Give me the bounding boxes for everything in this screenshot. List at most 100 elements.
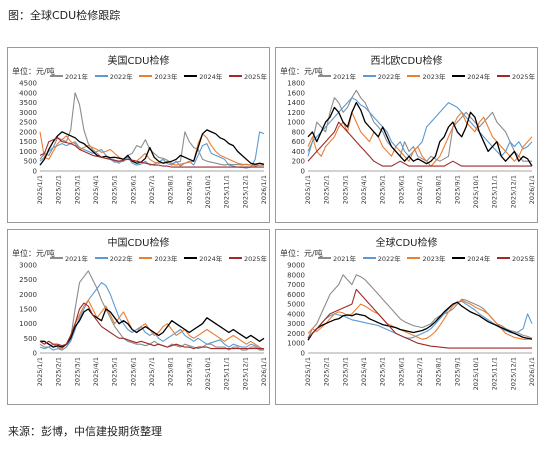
chart-svg: 0500100015002000250030003500400045002025…: [19, 80, 268, 209]
y-tick-label: 400: [292, 148, 305, 156]
x-tick-label: 2025/11/1: [223, 357, 231, 390]
x-tick-label: 2025/3/1: [341, 175, 349, 204]
y-tick-label: 3000: [19, 262, 37, 270]
legend-label: 2024年: [199, 73, 223, 81]
series-line: [307, 97, 533, 157]
x-tick-label: 2025/3/1: [73, 175, 81, 204]
x-tick-label: 2025/11/1: [491, 357, 499, 390]
y-tick-label: 4000: [287, 310, 305, 318]
chart-panel-us: 美国CDU检修 单位：元/吨 2021年 2022年 2023年 2024年 2025年…: [7, 47, 270, 223]
legend-label: 2022年: [109, 73, 133, 81]
legend-item: 2022年: [362, 253, 401, 263]
chart-legend: 2021年 2022年 2023年 2024年 2025年: [50, 71, 267, 81]
x-tick-label: 2025/1/1: [304, 357, 312, 386]
legend-label: 2021年: [333, 255, 357, 263]
y-tick-label: 500: [24, 335, 37, 343]
series-line: [307, 89, 532, 162]
legend-label: 2023年: [154, 73, 178, 81]
legend-item: 2024年: [184, 71, 222, 81]
series-line: [39, 137, 264, 168]
x-tick-label: 2025/5/1: [111, 357, 119, 386]
y-tick-label: 2000: [287, 330, 305, 338]
legend-label: 2023年: [154, 255, 178, 263]
x-tick-label: 2025/11/1: [491, 175, 499, 208]
legend-item: 2025年: [228, 253, 267, 263]
x-tick-label: 2025/6/1: [129, 357, 137, 386]
legend-label: 2022年: [377, 255, 401, 263]
y-tick-label: 0: [301, 168, 305, 176]
y-tick-label: 1200: [287, 109, 305, 117]
legend-item: 2022年: [94, 71, 133, 81]
legend-item: 2024年: [452, 71, 490, 81]
legend-swatch: [362, 257, 376, 259]
series-line: [307, 300, 533, 339]
series-line: [39, 302, 264, 350]
legend-label: 2021年: [333, 73, 357, 81]
x-tick-label: 2025/4/1: [360, 175, 368, 204]
legend-label: 2023年: [422, 255, 446, 263]
chart-title: 全球CDU检修: [375, 238, 438, 249]
x-tick-label: 2026/1/1: [260, 175, 268, 204]
x-tick-label: 2025/10/1: [204, 175, 212, 208]
chart-legend: 2021年 2022年 2023年 2024年 2025年: [318, 71, 535, 81]
x-tick-label: 2025/2/1: [55, 175, 63, 204]
y-tick-label: 800: [292, 128, 305, 136]
y-tick-label: 500: [24, 158, 37, 166]
y-tick-label: 600: [292, 138, 305, 146]
y-tick-label: 4000: [19, 89, 37, 97]
x-tick-label: 2025/8/1: [435, 357, 443, 386]
legend-swatch: [407, 257, 421, 259]
legend-swatch: [94, 257, 108, 259]
legend-label: 2024年: [467, 73, 491, 81]
chart-panel-china: 中国CDU检修 单位：元/吨 2021年 2022年 2023年 2024年 2025年…: [7, 229, 270, 405]
y-tick-label: 6000: [287, 291, 305, 299]
series-line: [307, 274, 533, 339]
legend-swatch: [50, 257, 63, 259]
x-tick-label: 2025/12/1: [241, 175, 249, 208]
series-line: [307, 121, 532, 167]
x-tick-label: 2025/4/1: [92, 175, 100, 204]
x-tick-label: 2025/4/1: [92, 357, 100, 386]
legend-swatch: [362, 75, 376, 77]
legend-item: 2025年: [496, 71, 535, 81]
x-tick-label: 2025/9/1: [185, 357, 193, 386]
x-tick-label: 2025/6/1: [397, 357, 405, 386]
legend-swatch: [318, 75, 331, 77]
legend-swatch: [184, 75, 198, 77]
x-tick-label: 2025/12/1: [509, 175, 517, 208]
legend-swatch: [318, 257, 331, 259]
x-tick-label: 2025/7/1: [416, 175, 424, 204]
chart-svg: 0 500 1000 1500 2000 2500 3000 2025/1/1 2025/2/1…: [19, 262, 268, 391]
legend-item: 2023年: [139, 71, 178, 81]
legend-label: 2025年: [243, 73, 267, 81]
x-tick-label: 2025/1/1: [36, 357, 44, 386]
chart-title: 美国CDU检修: [107, 56, 170, 67]
x-tick-label: 2025/6/1: [397, 175, 405, 204]
x-tick-label: 2025/10/1: [204, 357, 212, 390]
series-line: [39, 129, 265, 166]
y-tick-label: 2000: [19, 128, 37, 136]
chart-panel-global: 全球CDU检修 单位：元/吨 2021年 2022年 2023年 2024年 2025年…: [275, 229, 538, 405]
series-line: [307, 111, 533, 167]
y-tick-label: 200: [292, 158, 305, 166]
chart-title: 西北欧CDU检修: [370, 56, 443, 67]
x-tick-label: 2026/1/1: [260, 357, 268, 386]
legend-label: 2021年: [65, 73, 89, 81]
y-tick-label: 1000: [19, 320, 37, 328]
x-tick-label: 2025/5/1: [111, 175, 119, 204]
x-tick-label: 2026/1/1: [528, 175, 536, 204]
x-tick-label: 2025/7/1: [416, 357, 424, 386]
legend-label: 2021年: [65, 255, 89, 263]
series-line: [39, 270, 264, 351]
legend-item: 2025年: [496, 253, 535, 263]
x-tick-label: 2025/10/1: [472, 175, 480, 208]
x-tick-label: 2025/11/1: [223, 175, 231, 208]
y-tick-label: 2500: [19, 119, 37, 127]
legend-swatch: [228, 257, 242, 259]
x-tick-label: 2025/1/1: [36, 175, 44, 204]
unit-label: 单位：元/吨: [280, 249, 323, 258]
series-line: [40, 308, 265, 348]
y-tick-label: 1400: [287, 99, 305, 107]
y-tick-label: 0: [301, 350, 305, 358]
x-tick-label: 2025/5/1: [379, 175, 387, 204]
